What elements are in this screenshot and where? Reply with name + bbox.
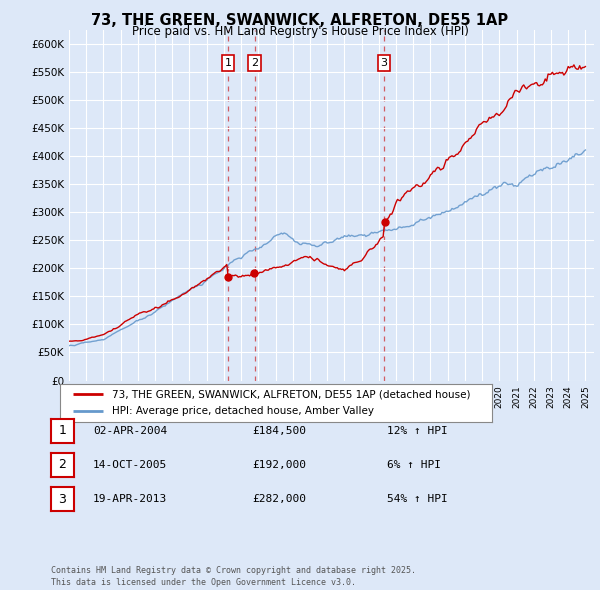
Text: 1: 1 xyxy=(225,58,232,68)
Text: Price paid vs. HM Land Registry's House Price Index (HPI): Price paid vs. HM Land Registry's House … xyxy=(131,25,469,38)
Text: £184,500: £184,500 xyxy=(252,426,306,435)
Text: 6% ↑ HPI: 6% ↑ HPI xyxy=(387,460,441,470)
Text: £282,000: £282,000 xyxy=(252,494,306,504)
Text: 2: 2 xyxy=(58,458,67,471)
Text: 3: 3 xyxy=(380,58,388,68)
Text: 19-APR-2013: 19-APR-2013 xyxy=(93,494,167,504)
Text: 02-APR-2004: 02-APR-2004 xyxy=(93,426,167,435)
Text: 3: 3 xyxy=(58,493,67,506)
Text: 14-OCT-2005: 14-OCT-2005 xyxy=(93,460,167,470)
Text: 73, THE GREEN, SWANWICK, ALFRETON, DE55 1AP: 73, THE GREEN, SWANWICK, ALFRETON, DE55 … xyxy=(91,13,509,28)
Text: 73, THE GREEN, SWANWICK, ALFRETON, DE55 1AP (detached house): 73, THE GREEN, SWANWICK, ALFRETON, DE55 … xyxy=(112,389,470,399)
Text: 54% ↑ HPI: 54% ↑ HPI xyxy=(387,494,448,504)
Text: Contains HM Land Registry data © Crown copyright and database right 2025.
This d: Contains HM Land Registry data © Crown c… xyxy=(51,566,416,587)
Text: 2: 2 xyxy=(251,58,258,68)
Text: £192,000: £192,000 xyxy=(252,460,306,470)
Text: 1: 1 xyxy=(58,424,67,437)
Text: HPI: Average price, detached house, Amber Valley: HPI: Average price, detached house, Ambe… xyxy=(112,406,374,416)
Text: 12% ↑ HPI: 12% ↑ HPI xyxy=(387,426,448,435)
